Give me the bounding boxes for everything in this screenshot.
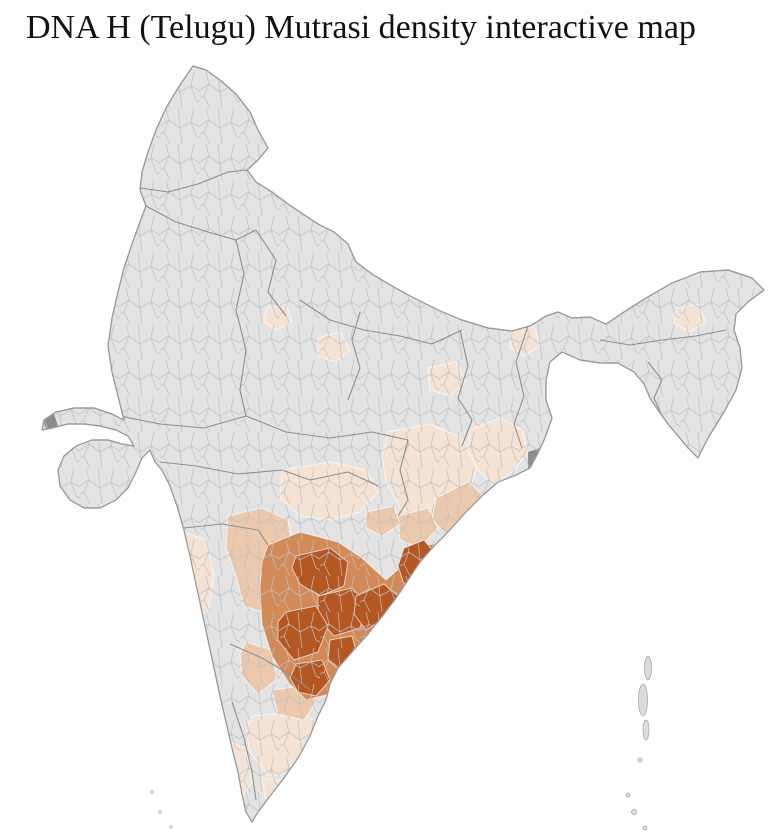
- island[interactable]: [642, 825, 648, 831]
- india-coastline: [41, 65, 765, 823]
- andaman-nicobar-islands[interactable]: [625, 655, 652, 831]
- state-borders: [119, 169, 727, 801]
- island[interactable]: [158, 810, 162, 814]
- island[interactable]: [150, 790, 154, 794]
- island[interactable]: [644, 655, 652, 681]
- island[interactable]: [638, 683, 648, 717]
- island[interactable]: [169, 825, 173, 829]
- island[interactable]: [625, 792, 631, 798]
- island[interactable]: [631, 809, 637, 815]
- page-title: DNA H (Telugu) Mutrasi density interacti…: [26, 9, 696, 46]
- island[interactable]: [642, 719, 650, 741]
- lakshadweep-islands[interactable]: [150, 790, 173, 829]
- island[interactable]: [637, 757, 643, 763]
